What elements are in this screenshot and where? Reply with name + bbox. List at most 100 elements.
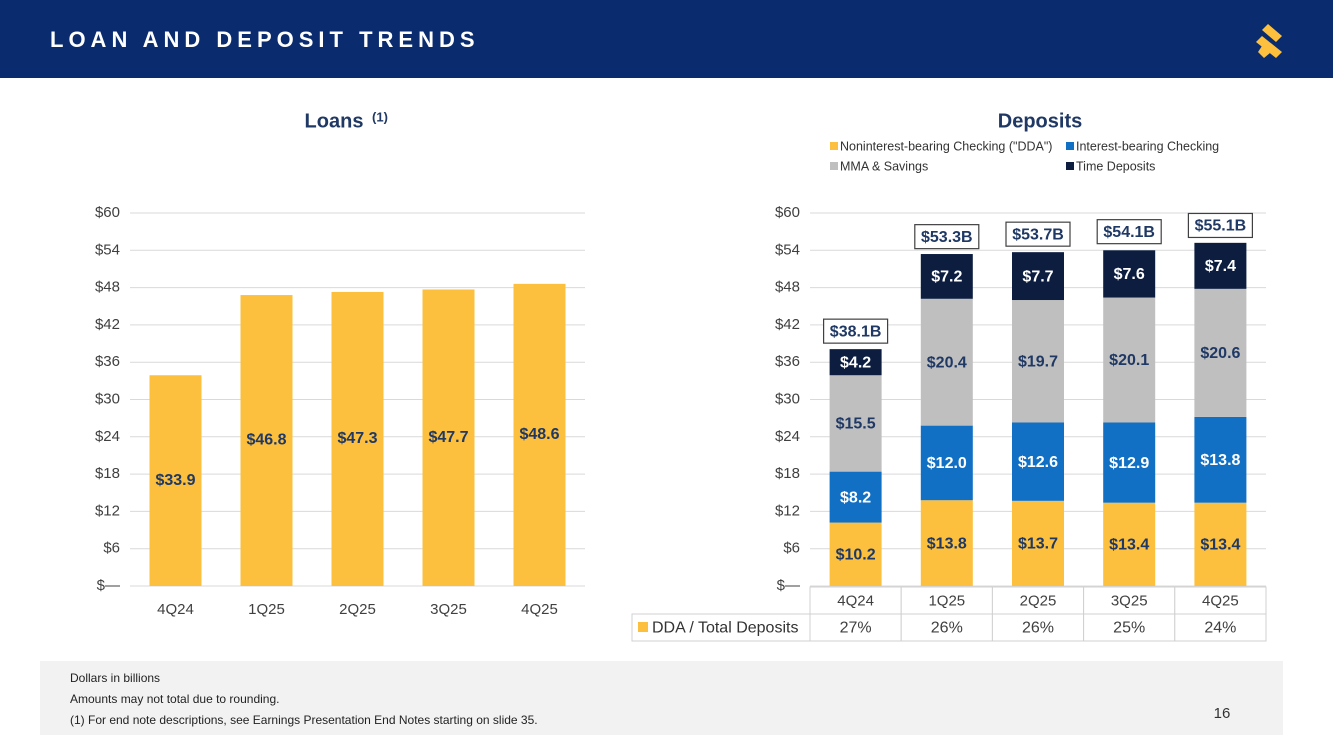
page-number: 16 (1214, 705, 1231, 722)
y-tick-label: $30 (775, 390, 800, 407)
x-tick-label: 4Q24 (157, 601, 194, 618)
footnote: Amounts may not total due to rounding. (70, 692, 279, 706)
y-tick-label: $18 (95, 465, 120, 482)
ratio-value: 27% (840, 620, 872, 637)
ratio-value: 26% (931, 620, 963, 637)
total-box (1005, 221, 1071, 247)
data-label: $13.4 (1109, 537, 1149, 554)
x-tick-label: 4Q25 (521, 601, 558, 618)
total-box (914, 224, 980, 250)
footnote: Dollars in billions (70, 671, 160, 685)
bar-segment (1012, 422, 1064, 501)
bar-segment (920, 425, 973, 501)
data-label: $7.6 (1114, 266, 1145, 283)
ratio-value: 24% (1204, 620, 1236, 637)
bar-segment (920, 500, 973, 586)
bar-segment (1103, 502, 1156, 586)
bar-segment (1012, 252, 1064, 301)
bar-segment (829, 522, 882, 586)
y-tick-label: $54 (95, 241, 120, 258)
y-tick-label: $42 (775, 316, 800, 333)
data-label: $48.6 (519, 426, 559, 443)
table-cell (991, 613, 1085, 642)
data-label: $19.7 (1018, 353, 1058, 370)
x-tick-label: 3Q25 (1111, 592, 1148, 609)
data-label: $10.2 (836, 547, 876, 564)
legend-label: Time Deposits (1076, 159, 1155, 173)
bar-segment (829, 375, 882, 472)
data-label: $47.7 (428, 429, 468, 446)
x-tick-label: 1Q25 (248, 601, 285, 618)
data-label: $20.6 (1200, 345, 1240, 362)
data-label: $12.9 (1109, 455, 1149, 472)
total-box (1187, 212, 1254, 239)
y-tick-label: $— (97, 577, 120, 594)
x-tick-label: 2Q25 (339, 601, 376, 618)
data-label: $13.8 (1200, 452, 1240, 469)
total-box (822, 318, 889, 344)
bar-segment (1012, 300, 1064, 423)
data-label: $20.4 (927, 354, 967, 371)
logo (1256, 24, 1282, 58)
y-tick-label: $42 (95, 316, 120, 333)
footnote: (1) For end note descriptions, see Earni… (70, 713, 538, 727)
header-bar (0, 0, 1333, 78)
y-tick-label: $12 (95, 502, 120, 519)
deposits-title: Deposits (998, 110, 1082, 132)
x-tick-label: 2Q25 (1020, 592, 1057, 609)
bar-segment (1012, 500, 1064, 586)
loans-title: Loans (305, 110, 364, 132)
legend-swatch (1066, 142, 1074, 150)
y-tick-label: $12 (775, 502, 800, 519)
bar-segment (1103, 297, 1156, 423)
legend-swatch (1066, 162, 1074, 170)
table-cell (1174, 586, 1267, 615)
x-tick-label: 4Q24 (837, 592, 874, 609)
data-label: $8.2 (840, 489, 871, 506)
table-cell (809, 586, 902, 615)
y-tick-label: $60 (775, 204, 800, 221)
y-tick-label: $6 (783, 540, 800, 557)
data-label: $13.8 (927, 535, 967, 552)
total-label: $38.1B (830, 323, 882, 340)
bar-segment (829, 349, 882, 376)
bar (240, 295, 293, 586)
table-cell (809, 613, 902, 642)
ratio-value: 26% (1022, 620, 1054, 637)
y-tick-label: $36 (775, 353, 800, 370)
bar-segment (1194, 502, 1247, 586)
footer-box (40, 661, 1283, 735)
bar-segment (1103, 422, 1156, 503)
y-tick-label: $36 (95, 353, 120, 370)
total-box (1096, 219, 1162, 245)
bar-segment (920, 298, 973, 426)
bar (513, 283, 566, 586)
bar-segment (1103, 250, 1156, 298)
data-label: $12.6 (1018, 454, 1058, 471)
header-title: LOAN AND DEPOSIT TRENDS (50, 27, 480, 52)
bar (331, 291, 384, 586)
y-tick-label: $48 (95, 279, 120, 296)
total-label: $55.1B (1195, 218, 1247, 235)
data-label: $7.7 (1022, 268, 1053, 285)
bar-segment (920, 254, 973, 299)
y-tick-label: $6 (103, 540, 120, 557)
data-label: $46.8 (246, 432, 286, 449)
ratio-value: 25% (1113, 620, 1145, 637)
bar-segment (1194, 242, 1247, 289)
total-label: $54.1B (1103, 224, 1155, 241)
y-tick-label: $18 (775, 465, 800, 482)
y-tick-label: $54 (775, 241, 800, 258)
bar (422, 289, 475, 586)
table-cell (900, 613, 993, 642)
loans-title-note: (1) (372, 109, 388, 124)
data-label: $47.3 (337, 430, 377, 447)
legend-swatch (830, 162, 838, 170)
legend-label: Interest-bearing Checking (1076, 139, 1219, 153)
y-tick-label: $24 (95, 428, 120, 445)
legend-label: Noninterest-bearing Checking ("DDA") (840, 139, 1052, 153)
data-label: $15.5 (836, 416, 876, 433)
ratio-swatch (638, 622, 648, 632)
